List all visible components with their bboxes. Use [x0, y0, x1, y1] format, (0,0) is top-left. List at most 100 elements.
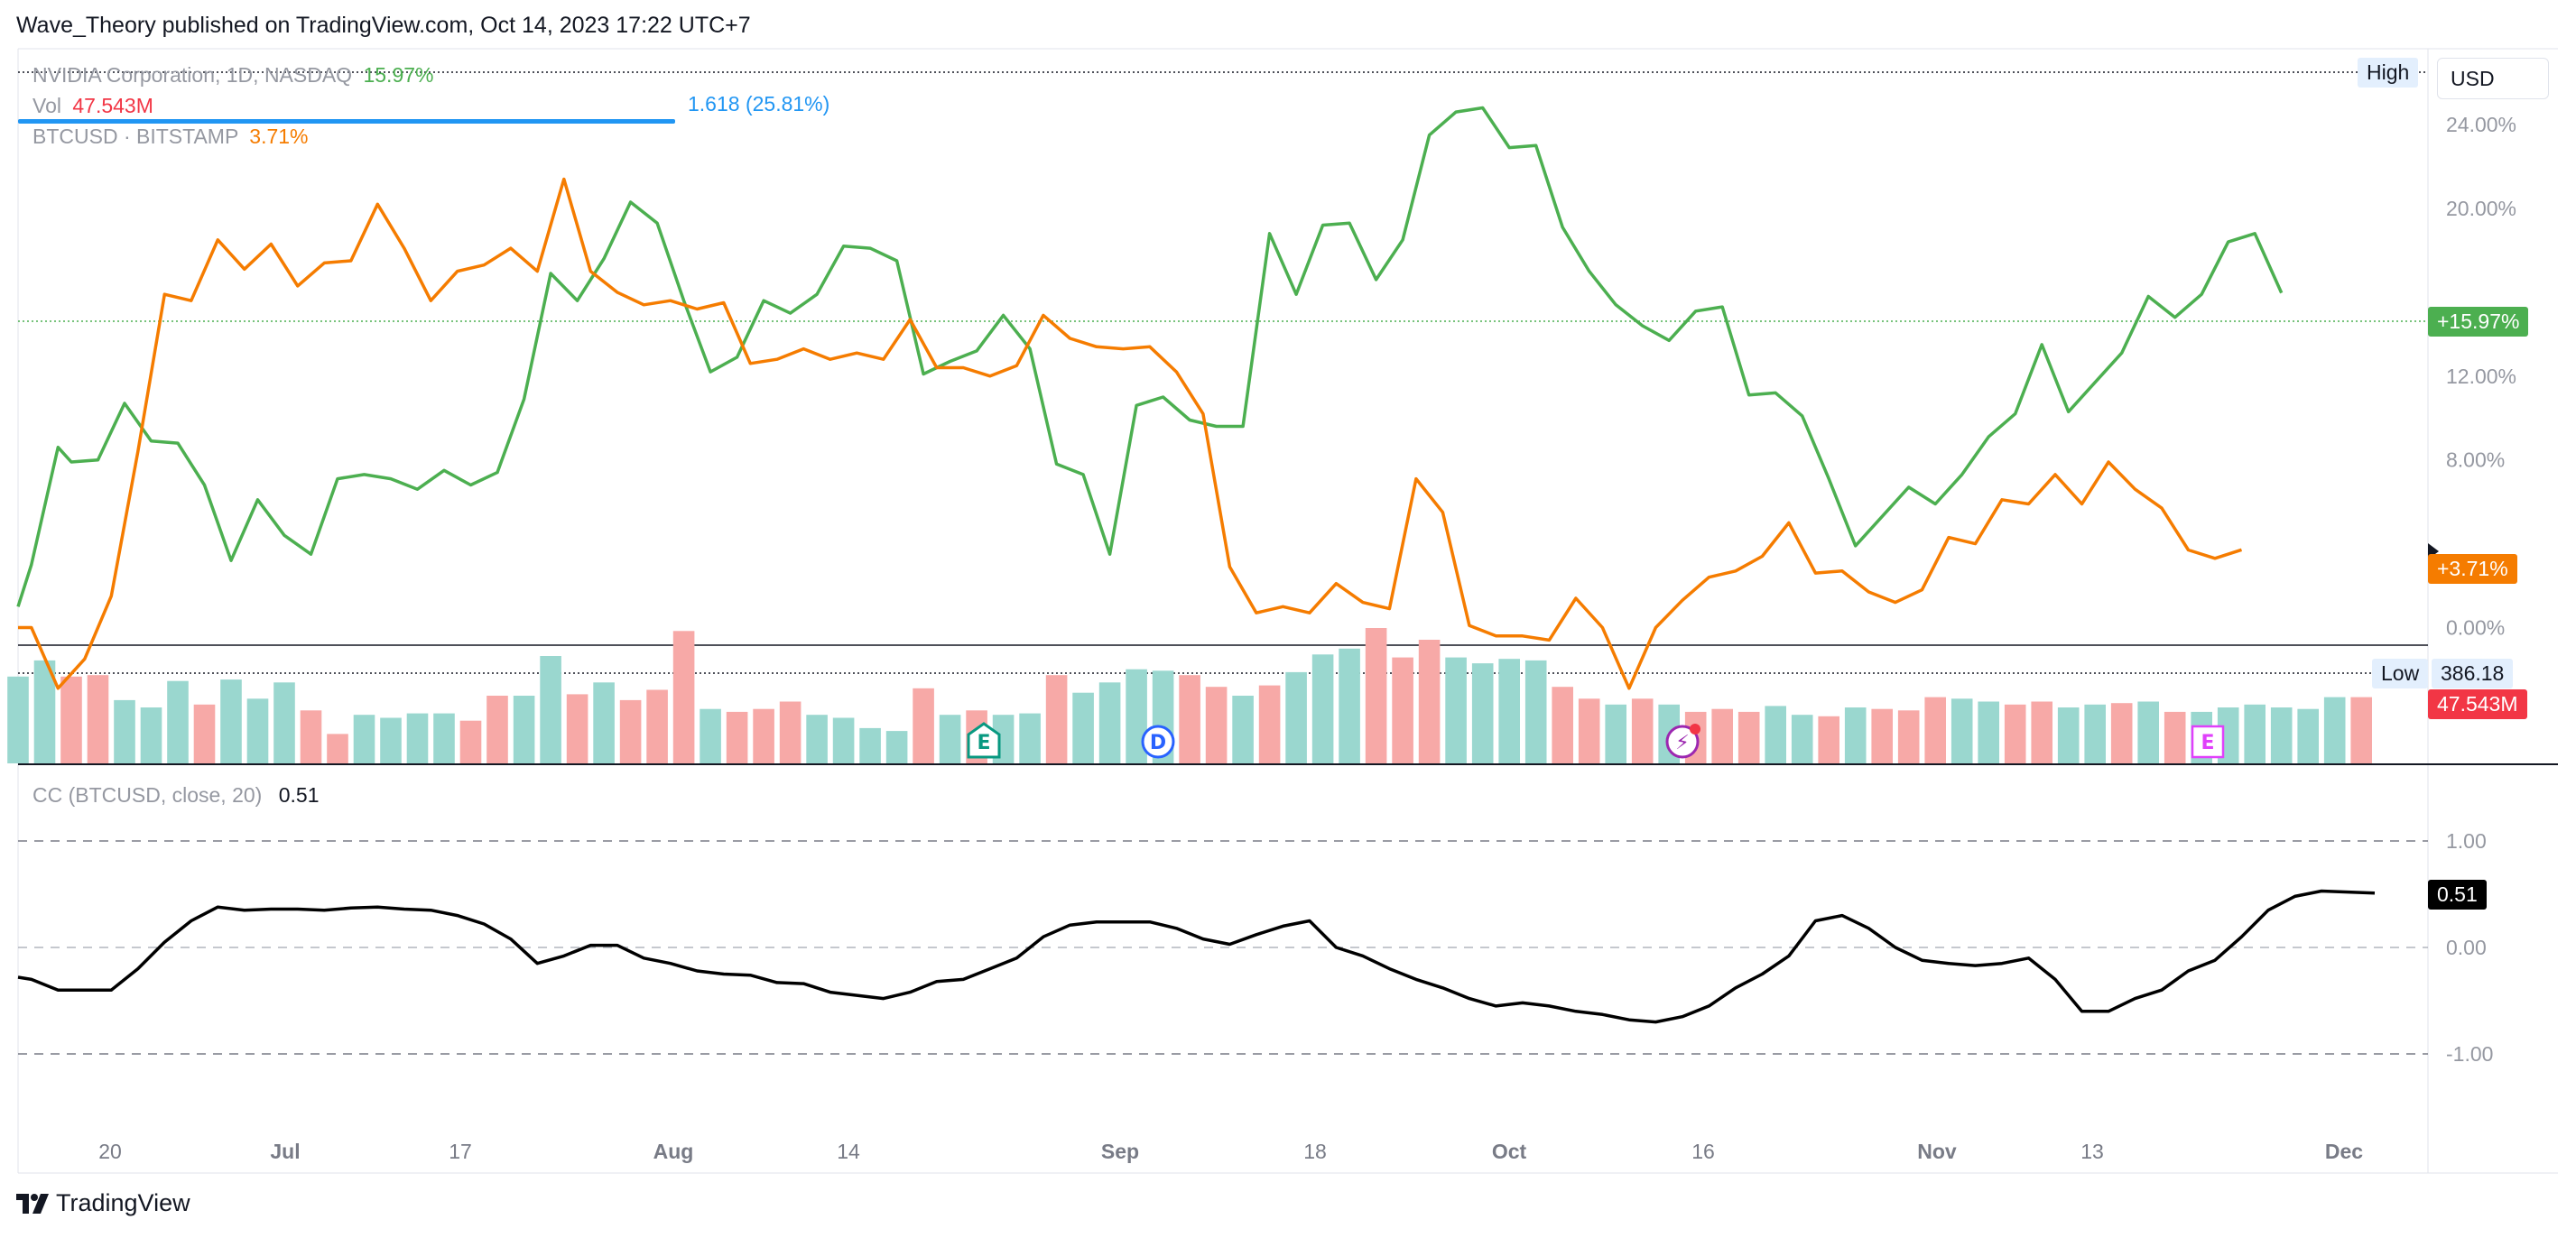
volume-bar: [433, 713, 455, 763]
volume-bar: [939, 715, 961, 763]
volume-bar: [913, 688, 934, 763]
btc-price-tag: +3.71%: [2428, 554, 2517, 584]
volume-bar: [1765, 706, 1786, 763]
legend-compare[interactable]: BTCUSD · BITSTAMP 3.71%: [32, 125, 309, 149]
volume-bar: [246, 698, 269, 763]
time-tick-label: Jul: [270, 1140, 300, 1163]
legend-compare-value: 3.71%: [249, 125, 309, 148]
event-markers: E D ⚡ E: [967, 722, 2225, 759]
volume-bar: [1791, 715, 1813, 763]
time-tick-label: Oct: [1492, 1140, 1527, 1163]
volume-bar: [806, 715, 828, 763]
volume-bar: [1498, 659, 1520, 763]
time-tick-label: Aug: [653, 1140, 694, 1163]
volume-bar: [1471, 663, 1494, 763]
volume-bar: [300, 710, 322, 763]
oscillator-tick-label: 0.00: [2446, 936, 2487, 959]
currency-label: USD: [2451, 66, 2495, 90]
volume-bar: [700, 708, 721, 763]
volume-bar: [2270, 707, 2293, 763]
volume-bar: [140, 707, 162, 763]
volume-bar: [1711, 708, 1733, 763]
volume-bar: [7, 676, 29, 763]
marker-label: ⚡: [1675, 732, 1689, 754]
indicator-name: CC (BTCUSD, close, 20): [32, 783, 263, 807]
volume-bar: [1978, 701, 1999, 763]
legend-indicator[interactable]: CC (BTCUSD, close, 20) 0.51: [32, 783, 319, 808]
legend-vol-name: Vol: [32, 94, 61, 117]
price-tick-label: 12.00%: [2446, 365, 2516, 388]
volume-bar: [353, 715, 375, 763]
legend-compare-name: BTCUSD · BITSTAMP: [32, 125, 238, 148]
fib-extension-line[interactable]: [18, 119, 675, 124]
volume-bar: [1072, 692, 1094, 763]
volume-bar: [60, 676, 82, 763]
price-axis-ticks: 24.00%20.00%12.00%8.00%0.00%-4.00%: [2446, 113, 2516, 723]
time-tick-label: Sep: [1101, 1140, 1139, 1163]
volume-bar: [1418, 640, 1441, 763]
volume-bar: [1311, 654, 1334, 763]
volume-bars: [7, 628, 2372, 763]
tradingview-logo[interactable]: TradingView: [16, 1189, 190, 1217]
volume-bar: [593, 682, 615, 763]
volume-bar: [540, 656, 561, 763]
volume-bar: [1631, 698, 1654, 763]
currency-selector[interactable]: USD: [2437, 58, 2549, 99]
volume-bar: [1924, 697, 1946, 763]
time-tick-label: Nov: [1917, 1140, 1957, 1163]
volume-bar: [1844, 707, 1867, 763]
volume-bar: [486, 696, 508, 763]
volume-bar: [406, 713, 429, 763]
volume-bar: [33, 660, 56, 763]
volume-bar: [753, 708, 774, 763]
volume-bar: [2110, 703, 2133, 763]
volume-tag: 47.543M: [2428, 689, 2527, 719]
high-label: High: [2358, 58, 2419, 88]
volume-bar: [619, 699, 642, 763]
volume-bar: [1737, 711, 1760, 763]
volume-bar: [1818, 716, 1839, 763]
nvda-price-tag: +15.97%: [2428, 307, 2529, 337]
legend-vol[interactable]: Vol 47.543M: [32, 94, 153, 118]
volume-bar: [2084, 704, 2106, 763]
volume-bar: [1232, 696, 1254, 763]
price-lines: [16, 106, 2284, 690]
volume-bar: [327, 734, 348, 763]
volume-bar: [459, 720, 482, 763]
volume-bar: [726, 711, 748, 763]
volume-bar: [2031, 701, 2052, 763]
volume-bar: [1365, 628, 1387, 763]
volume-bar: [859, 727, 881, 763]
marker-earnings-future[interactable]: E: [2191, 725, 2225, 759]
volume-bar: [1871, 708, 1893, 763]
low-value: 386.18: [2432, 659, 2514, 688]
time-tick-label: Dec: [2325, 1140, 2363, 1163]
btc-line[interactable]: [18, 177, 2243, 690]
marker-label: E: [977, 732, 990, 754]
price-tick-label: 24.00%: [2446, 113, 2516, 136]
legend-main-value: 15.97%: [363, 63, 434, 87]
volume-bar: [1205, 687, 1228, 763]
volume-bar: [114, 699, 135, 763]
volume-bar: [2297, 708, 2319, 763]
volume-bar: [220, 679, 242, 763]
indicator-value: 0.51: [278, 783, 320, 807]
cc-line[interactable]: [17, 889, 2376, 1024]
low-label: Low: [2372, 659, 2429, 688]
volume-bar: [646, 689, 668, 763]
time-tick-label: 17: [449, 1140, 472, 1163]
volume-bar: [2057, 707, 2080, 763]
volume-bar: [1019, 713, 1041, 763]
price-tick-label: 0.00%: [2446, 616, 2505, 640]
volume-bar: [2004, 704, 2026, 763]
nvda-line[interactable]: [16, 106, 2284, 607]
marker-earnings[interactable]: E: [967, 722, 1001, 759]
marker-split[interactable]: ⚡: [1665, 724, 1700, 759]
time-tick-label: 20: [98, 1140, 122, 1163]
volume-bar: [2244, 704, 2266, 763]
publish-header: Wave_Theory published on TradingView.com…: [16, 13, 751, 38]
marker-dividend[interactable]: D: [1141, 725, 1175, 759]
volume-bar: [1339, 648, 1360, 763]
legend-main[interactable]: NVIDIA Corporation, 1D, NASDAQ 15.97%: [32, 63, 433, 88]
